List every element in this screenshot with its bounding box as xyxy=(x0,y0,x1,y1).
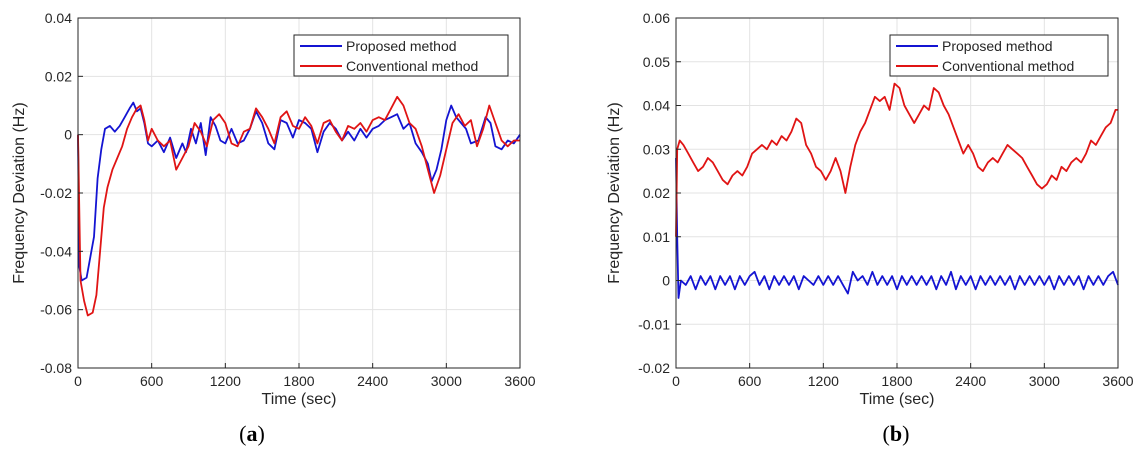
chart-a-xtick-label-2: 1200 xyxy=(210,373,241,389)
caption-b: (b) xyxy=(882,421,910,446)
chart-a-ytick-label-6: 0.04 xyxy=(45,10,72,26)
chart-b-xtick-label-6: 3600 xyxy=(1102,373,1133,389)
chart-b-ytick-label-8: 0.06 xyxy=(643,10,670,26)
chart-b-ytick-label-6: 0.04 xyxy=(643,98,670,114)
chart-a-ytick-label-5: 0.02 xyxy=(45,68,72,84)
chart-b-ytick-label-3: 0.01 xyxy=(643,229,670,245)
chart-a-xlabel: Time (sec) xyxy=(262,391,337,408)
chart-b-ylabel: Frequency Deviation (Hz) xyxy=(606,102,623,283)
chart-a-ytick-label-2: -0.04 xyxy=(40,243,72,259)
chart-a-xtick-label-4: 2400 xyxy=(357,373,388,389)
chart-b-xtick-label-4: 2400 xyxy=(955,373,986,389)
chart-b-ytick-label-0: -0.02 xyxy=(638,360,670,376)
chart-a-ytick-label-3: -0.02 xyxy=(40,185,72,201)
chart-a-xtick-label-0: 0 xyxy=(74,373,82,389)
chart-b-xtick-label-2: 1200 xyxy=(808,373,839,389)
chart-a-xtick-label-1: 600 xyxy=(140,373,164,389)
chart-a-ytick-label-4: 0 xyxy=(64,127,72,143)
chart-b-ytick-label-4: 0.02 xyxy=(643,185,670,201)
chart-a-xtick-label-5: 3000 xyxy=(431,373,462,389)
chart-a: 0 600 1200 1800 2400 3000 3600 -0.08 -0.06 -0.04 -… xyxy=(11,10,536,408)
chart-a-ylabel: Frequency Deviation (Hz) xyxy=(11,102,28,283)
chart-a-legend xyxy=(293,34,509,77)
chart-a-series-1 xyxy=(77,95,520,317)
chart-b-legend xyxy=(889,34,1109,77)
chart-b-xtick-label-1: 600 xyxy=(738,373,762,389)
chart-b-ytick-label-2: 0 xyxy=(662,273,670,289)
chart-b-legend-label-0: Proposed method xyxy=(942,38,1053,54)
chart-a-ytick-label-0: -0.08 xyxy=(40,360,72,376)
chart-b-series-1 xyxy=(675,82,1118,237)
chart-a-legend-label-0: Proposed method xyxy=(346,38,457,54)
chart-b-xtick-label-3: 1800 xyxy=(881,373,912,389)
chart-a-legend-label-1: Conventional method xyxy=(346,58,478,74)
chart-b-xtick-label-5: 3000 xyxy=(1029,373,1060,389)
chart-b-ytick-label-7: 0.05 xyxy=(643,54,670,70)
caption-a-letter: a xyxy=(246,421,258,446)
chart-b-xlabel: Time (sec) xyxy=(860,391,935,408)
chart-b-series-0 xyxy=(675,157,1119,299)
caption-a: (a) xyxy=(239,421,265,446)
chart-b: 0 600 1200 1800 2400 3000 3600 -0.02 -0.01 0 0.01 0… xyxy=(606,10,1134,408)
caption-b-letter: b xyxy=(889,421,903,446)
chart-a-xtick-label-3: 1800 xyxy=(283,373,314,389)
chart-a-xtick-label-6: 3600 xyxy=(504,373,535,389)
chart-b-ytick-label-1: -0.01 xyxy=(638,316,670,332)
chart-b-xtick-label-0: 0 xyxy=(672,373,680,389)
chart-a-ytick-label-1: -0.06 xyxy=(40,302,72,318)
chart-b-legend-label-1: Conventional method xyxy=(942,58,1074,74)
chart-b-ytick-label-5: 0.03 xyxy=(643,141,670,157)
chart-a-series-0 xyxy=(77,101,521,282)
